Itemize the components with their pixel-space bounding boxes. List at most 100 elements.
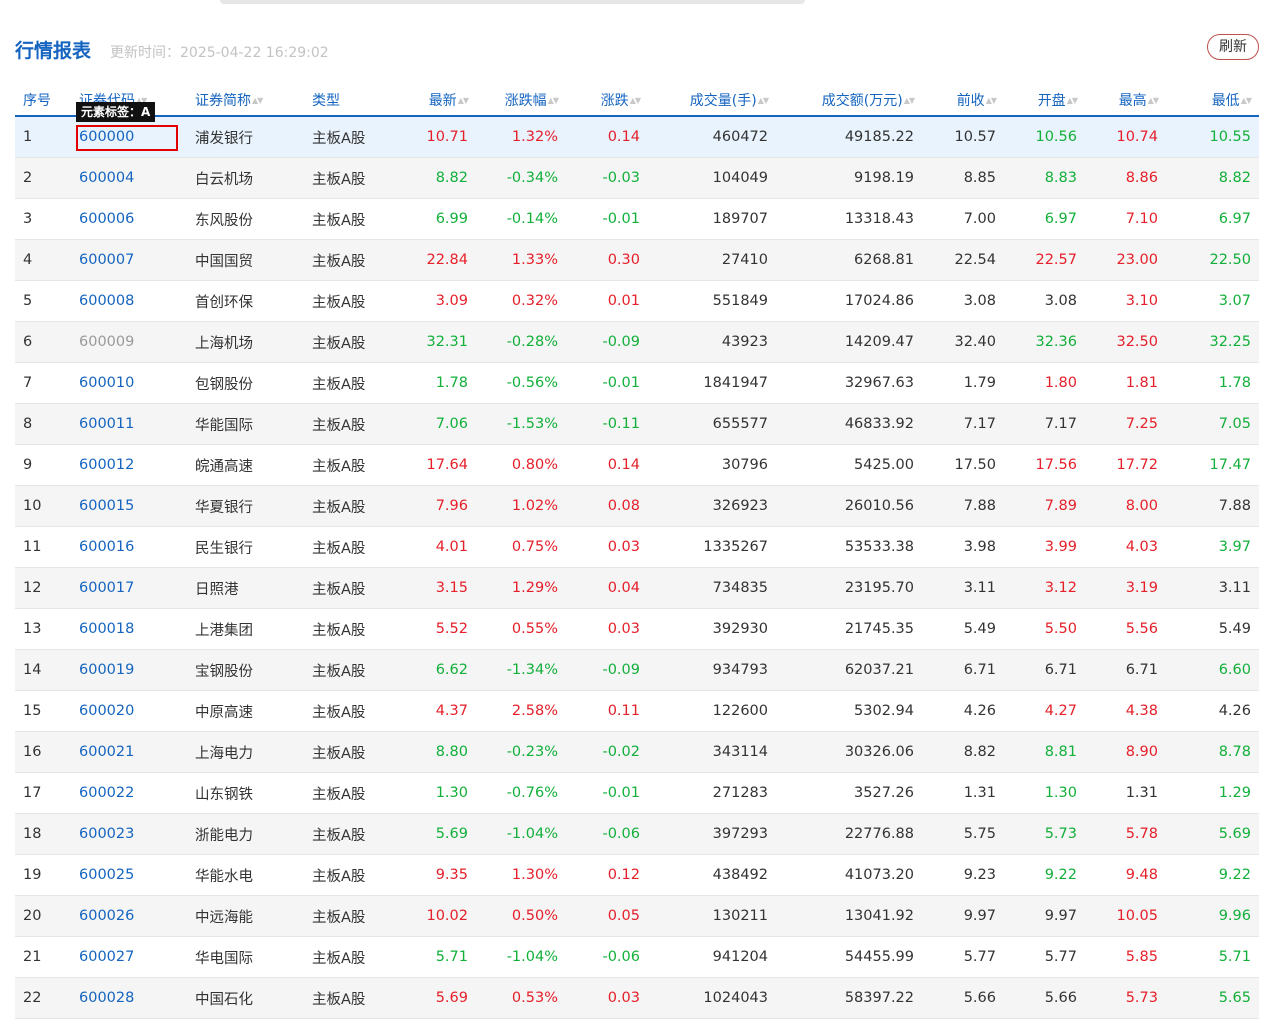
table-row[interactable]: 14 600019 宝钢股份 主板A股 6.62 -1.34% -0.09 934793 620… [15,649,1259,691]
table-row[interactable]: 17 600022 山东钢铁 主板A股 1.30 -0.76% -0.01 271283 352… [15,772,1259,814]
cell-open: 8.81 [1004,731,1085,773]
cell-amt: 14209.47 [776,321,922,363]
stock-code-link[interactable]: 600012 [79,457,135,473]
stock-code-link[interactable]: 600020 [79,703,135,719]
table-row[interactable]: 8 600011 华能国际 主板A股 7.06 -1.53% -0.11 655577 4683… [15,403,1259,445]
cell-type: 主板A股 [304,157,394,199]
refresh-button[interactable]: 刷新 [1207,34,1259,60]
cell-open: 5.66 [1004,977,1085,1019]
table-row[interactable]: 21 600027 华电国际 主板A股 5.71 -1.04% -0.06 941204 544… [15,936,1259,978]
column-header-name[interactable]: 证券简称▲▼ [187,84,304,117]
sort-arrows-icon[interactable]: ▲▼ [136,96,147,105]
column-header-amt[interactable]: 成交额(万元)▲▼ [776,84,922,117]
stock-code-link[interactable]: 600028 [79,990,135,1006]
cell-idx: 8 [15,403,71,445]
stock-code-link[interactable]: 600017 [79,580,135,596]
table-row[interactable]: 15 600020 中原高速 主板A股 4.37 2.58% 0.11 122600 5302.… [15,690,1259,732]
column-header-vol[interactable]: 成交量(手)▲▼ [648,84,776,117]
table-row[interactable]: 22 600028 中国石化 主板A股 5.69 0.53% 0.03 1024043 5839… [15,977,1259,1019]
sort-arrows-icon[interactable]: ▲▼ [457,96,469,105]
table-row[interactable]: 4 600007 中国国贸 主板A股 22.84 1.33% 0.30 27410 6268.8… [15,239,1259,281]
sort-arrows-icon[interactable]: ▲▼ [547,96,559,105]
cell-vol: 1024043 [648,977,776,1019]
sort-arrows-icon[interactable]: ▲▼ [1066,96,1078,105]
stock-code-link[interactable]: 600015 [79,498,135,514]
column-header-low[interactable]: 最低▲▼ [1166,84,1259,117]
cell-amt: 54455.99 [776,936,922,978]
stock-code-link[interactable]: 600016 [79,539,135,555]
cell-name: 上海机场 [187,321,304,363]
table-row[interactable]: 13 600018 上港集团 主板A股 5.52 0.55% 0.03 392930 21745… [15,608,1259,650]
cell-amt: 13041.92 [776,895,922,937]
cell-chg: 0.14 [566,116,648,158]
table-row[interactable]: 7 600010 包钢股份 主板A股 1.78 -0.56% -0.01 1841947 329… [15,362,1259,404]
column-header-chg[interactable]: 涨跌▲▼ [566,84,648,117]
column-header-last[interactable]: 最新▲▼ [394,84,476,117]
stock-code-link[interactable]: 600023 [79,826,135,842]
stock-code-link[interactable]: 600021 [79,744,135,760]
cell-low: 5.71 [1166,936,1259,978]
cell-chg: 0.01 [566,280,648,322]
sort-arrows-icon[interactable]: ▲▼ [903,96,915,105]
stock-code-link[interactable]: 600008 [79,293,135,309]
stock-code-link[interactable]: 600011 [79,416,135,432]
stock-code-link[interactable]: 600022 [79,785,135,801]
sort-arrows-icon[interactable]: ▲▼ [757,96,769,105]
cell-pct: 1.29% [476,567,566,609]
sort-arrows-icon[interactable]: ▲▼ [1240,96,1252,105]
sort-arrows-icon[interactable]: ▲▼ [985,96,997,105]
cell-chg: 0.05 [566,895,648,937]
table-row[interactable]: 18 600023 浙能电力 主板A股 5.69 -1.04% -0.06 397293 227… [15,813,1259,855]
cell-open: 1.80 [1004,362,1085,404]
stock-code-link[interactable]: 600007 [79,252,135,268]
cell-high: 10.74 [1085,116,1166,158]
quotes-table: 序号 证券代码▲▼ 证券简称▲▼ 类型 最新▲▼ 涨跌幅▲▼ 涨跌▲▼ 成交量(手)▲▼ 成交额… [15,84,1259,1019]
cell-amt: 26010.56 [776,485,922,527]
table-row[interactable]: 9 600012 皖通高速 主板A股 17.64 0.80% 0.14 30796 5425.0… [15,444,1259,486]
table-row[interactable]: 20 600026 中远海能 主板A股 10.02 0.50% 0.05 130211 1304… [15,895,1259,937]
cell-code: 600012 [71,444,187,486]
table-row[interactable]: 16 600021 上海电力 主板A股 8.80 -0.23% -0.02 343114 303… [15,731,1259,773]
table-row[interactable]: 5 600008 首创环保 主板A股 3.09 0.32% 0.01 551849 17024.… [15,280,1259,322]
table-row[interactable]: 1 600000 浦发银行 主板A股 10.71 1.32% 0.14 460472 49185… [15,116,1259,158]
stock-code-link[interactable]: 600018 [79,621,135,637]
cell-code: 600027 [71,936,187,978]
cell-high: 10.05 [1085,895,1166,937]
table-row[interactable]: 6 600009 上海机场 主板A股 32.31 -0.28% -0.09 43923 1420… [15,321,1259,363]
stock-code-link[interactable]: 600019 [79,662,135,678]
table-row[interactable]: 11 600016 民生银行 主板A股 4.01 0.75% 0.03 1335267 5353… [15,526,1259,568]
stock-code-link[interactable]: 600010 [79,375,135,391]
stock-code-link[interactable]: 600026 [79,908,135,924]
table-row[interactable]: 19 600025 华能水电 主板A股 9.35 1.30% 0.12 438492 41073… [15,854,1259,896]
stock-code-link[interactable]: 600009 [79,334,135,350]
table-row[interactable]: 2 600004 白云机场 主板A股 8.82 -0.34% -0.03 104049 9198… [15,157,1259,199]
stock-code-link[interactable]: 600004 [79,170,135,186]
sort-arrows-icon[interactable]: ▲▼ [1147,96,1159,105]
stock-code-link[interactable]: 600027 [79,949,135,965]
column-header-pct[interactable]: 涨跌幅▲▼ [476,84,566,117]
table-row[interactable]: 10 600015 华夏银行 主板A股 7.96 1.02% 0.08 326923 26010… [15,485,1259,527]
cell-type: 主板A股 [304,895,394,937]
cell-chg: -0.01 [566,362,648,404]
sort-arrows-icon[interactable]: ▲▼ [629,96,641,105]
stock-code-link[interactable]: 600000 [79,129,135,145]
column-header-label: 涨跌幅 [504,92,547,109]
cell-low: 4.26 [1166,690,1259,732]
table-row[interactable]: 3 600006 东风股份 主板A股 6.99 -0.14% -0.01 189707 1331… [15,198,1259,240]
cell-name: 日照港 [187,567,304,609]
stock-code-link[interactable]: 600006 [79,211,135,227]
column-header-prev[interactable]: 前收▲▼ [922,84,1004,117]
cell-low: 10.55 [1166,116,1259,158]
cell-amt: 53533.38 [776,526,922,568]
cell-chg: -0.09 [566,321,648,363]
cell-pct: -0.14% [476,198,566,240]
table-row[interactable]: 12 600017 日照港 主板A股 3.15 1.29% 0.04 734835 23195.… [15,567,1259,609]
cell-code: 600019 [71,649,187,691]
column-header-high[interactable]: 最高▲▼ [1085,84,1166,117]
stock-code-link[interactable]: 600025 [79,867,135,883]
cell-code: 600009 [71,321,187,363]
sort-arrows-icon[interactable]: ▲▼ [252,96,263,105]
cell-low: 1.29 [1166,772,1259,814]
column-header-open[interactable]: 开盘▲▼ [1004,84,1085,117]
cell-low: 5.65 [1166,977,1259,1019]
